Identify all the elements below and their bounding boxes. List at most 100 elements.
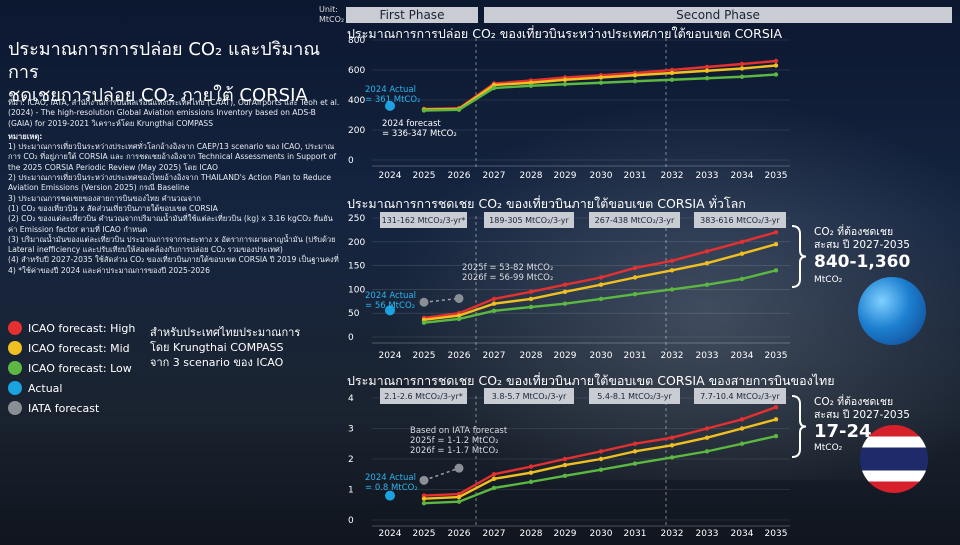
series-point <box>704 426 710 431</box>
series-point <box>598 456 604 462</box>
x-tick-label: 2026 <box>448 171 471 181</box>
series-point <box>528 479 534 485</box>
series-point <box>632 265 638 271</box>
period-box <box>380 212 467 228</box>
series-point <box>598 80 604 85</box>
second-phase-bar: Second Phase <box>484 7 952 23</box>
series-point <box>669 258 675 264</box>
legend-swatch <box>8 361 22 375</box>
x-tick-label: 2025 <box>413 529 436 539</box>
unit-label: Unit: MtCO₂ <box>319 5 344 25</box>
series-point <box>528 304 534 310</box>
series-point <box>562 462 568 468</box>
series-point <box>491 308 497 314</box>
series-point <box>704 261 710 266</box>
forecast-annotation: 2024 forecast <box>382 119 441 129</box>
period-box <box>484 388 574 404</box>
actual-label: = 0.8 MtCO₂ <box>365 483 418 493</box>
x-tick-label: 2027 <box>483 171 506 181</box>
series-point <box>739 239 745 244</box>
x-tick-label: 2028 <box>520 171 543 181</box>
actual-label: = 361 MtCO₂ <box>365 95 420 105</box>
x-tick-label: 2031 <box>624 351 647 361</box>
legend-swatch <box>8 381 22 395</box>
bracket <box>791 395 807 458</box>
series-point <box>632 275 638 280</box>
legend-swatch <box>8 401 22 415</box>
x-tick-label: 2031 <box>624 529 647 539</box>
legend-label: ICAO forecast: Mid <box>28 341 130 355</box>
period-box-label: 267-438 MtCO₂/3-yr <box>595 216 675 225</box>
legend-note-line: จาก 3 scenario ของ ICAO <box>150 356 284 369</box>
source-note-line: 1) ประมาณการเที่ยวบินระหว่างประเทศทั่วโล… <box>8 142 337 172</box>
global-summary-label-line: CO₂ ที่ต้องชดเชย <box>814 226 894 238</box>
y-tick-label: 100 <box>348 285 365 295</box>
iata-point <box>419 475 429 485</box>
panel-1-title: ประมาณการการปล่อย CO₂ ของเที่ยวบินระหว่า… <box>347 26 783 41</box>
y-tick-label: 1 <box>348 486 354 496</box>
series-point <box>421 501 427 506</box>
series-point <box>456 316 462 322</box>
legend-note-line: โดย Krungthai COMPASS <box>150 341 284 354</box>
series-point <box>669 70 675 76</box>
x-tick-label: 2028 <box>520 351 543 361</box>
y-tick-label: 200 <box>348 126 365 136</box>
legend-label: ICAO forecast: High <box>28 321 136 335</box>
x-tick-label: 2027 <box>483 529 506 539</box>
period-box-label: 7.7-10.4 MtCO₂/3-yr <box>700 392 780 401</box>
legend-swatch <box>8 341 22 355</box>
y-tick-label: 2 <box>348 455 354 465</box>
x-tick-label: 2032 <box>661 171 684 181</box>
x-tick-label: 2032 <box>661 529 684 539</box>
x-tick-label: 2024 <box>379 351 402 361</box>
series-point <box>456 313 462 318</box>
period-box <box>589 212 680 228</box>
series-point <box>421 108 427 113</box>
series-point <box>598 296 604 302</box>
actual-point <box>385 305 395 316</box>
series-point <box>598 75 604 80</box>
series-point <box>739 74 745 79</box>
series-point <box>491 472 497 477</box>
series-point <box>773 417 779 422</box>
period-box <box>484 212 574 228</box>
series-point <box>632 291 638 297</box>
legend-note: สำหรับประเทศไทยประมาณการ โดย Krungthai C… <box>150 325 340 370</box>
series-point <box>528 296 534 302</box>
x-tick-label: 2029 <box>554 529 577 539</box>
series-point <box>562 77 568 82</box>
period-box-label: 131-162 MtCO₂/3-yr* <box>382 216 466 225</box>
series-point <box>421 320 427 325</box>
series-point <box>456 494 462 500</box>
y-tick-label: 600 <box>348 66 365 76</box>
bracket <box>791 225 807 288</box>
series-point <box>773 241 779 247</box>
source-note-line: (4) สำหรับปี 2027-2035 ใช้สัดส่วน CO₂ ขอ… <box>8 255 339 265</box>
x-tick-label: 2030 <box>590 351 613 361</box>
series-point <box>669 268 675 273</box>
series-point <box>704 64 710 70</box>
title-line-2: ชดเชยการปล่อย CO₂ ภายใต้ CORSIA <box>8 85 308 106</box>
series-point <box>456 491 462 497</box>
x-tick-label: 2025 <box>413 171 436 181</box>
globe-icon <box>858 277 926 345</box>
x-tick-label: 2033 <box>696 351 719 361</box>
x-tick-label: 2024 <box>379 529 402 539</box>
x-tick-label: 2024 <box>379 171 402 181</box>
legend-swatch <box>8 321 22 335</box>
series-point <box>773 72 779 77</box>
series-point <box>739 251 745 256</box>
thai-summary-value: 17-24 <box>814 421 872 442</box>
period-box-label: 3.8-5.7 MtCO₂/3-yr <box>492 392 567 401</box>
series-line <box>423 59 777 111</box>
series-point <box>773 63 779 68</box>
y-tick-label: 0 <box>348 333 354 343</box>
thai-summary-label-line: CO₂ ที่ต้องชดเชย <box>814 396 894 408</box>
unit-prefix: Unit: <box>319 5 338 14</box>
x-tick-label: 2030 <box>590 529 613 539</box>
legend-item: Actual <box>8 378 158 398</box>
series-point <box>669 443 675 448</box>
iata-point <box>419 297 429 307</box>
source-note-line: 2) ประมาณการเที่ยวบินระหว่างประเทศของไทย… <box>8 173 332 193</box>
